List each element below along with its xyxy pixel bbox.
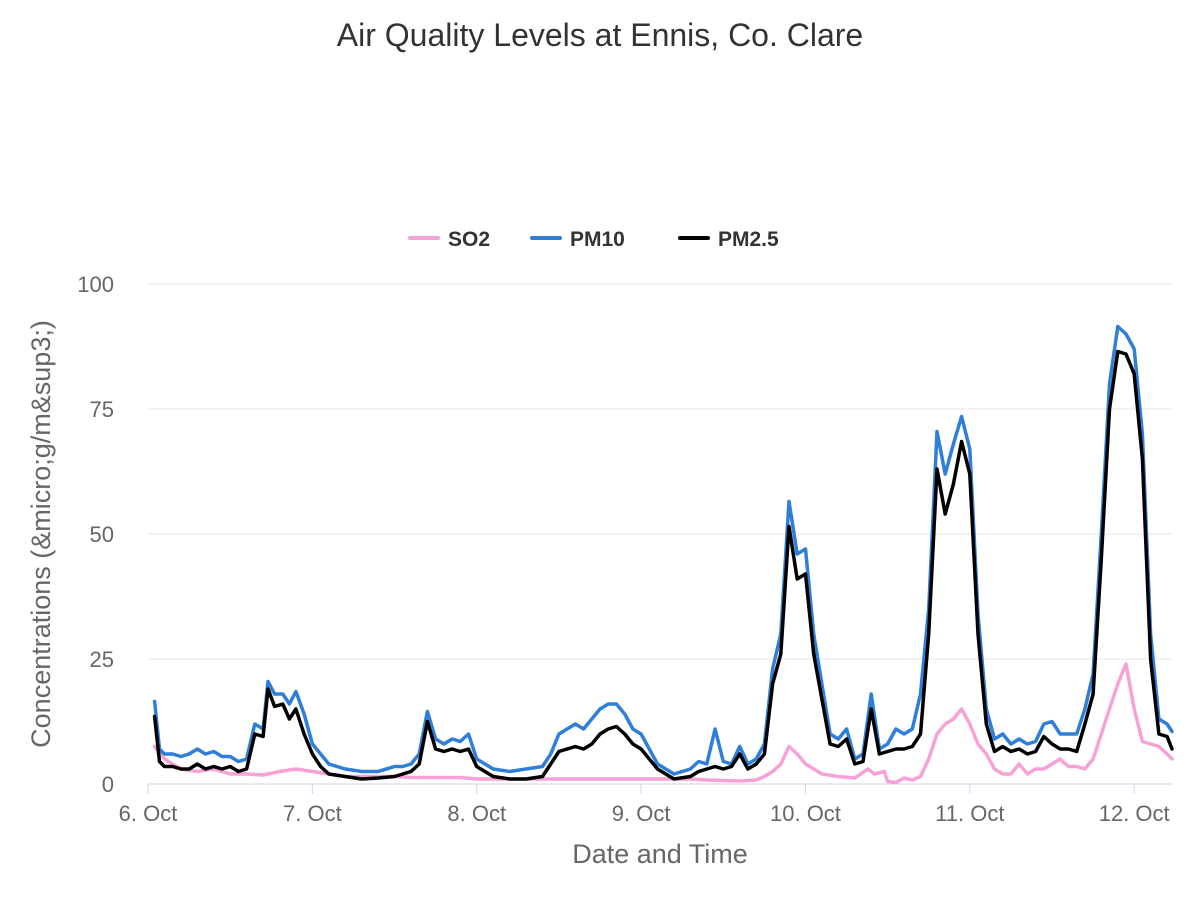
x-tick-label: 10. Oct	[770, 801, 841, 826]
y-tick-label: 50	[90, 522, 114, 547]
x-axis-ticks: 6. Oct 7. Oct 8. Oct 9. Oct 10. Oct 11. Oct 12…	[119, 783, 1172, 826]
series-line-pm10[interactable]	[152, 324, 1174, 776]
legend-item-pm10[interactable]: PM10	[530, 228, 625, 251]
x-tick-label: 8. Oct	[447, 801, 506, 826]
y-gridlines	[148, 283, 1172, 660]
x-axis-title: Date and Time	[572, 839, 748, 869]
legend-label: PM2.5	[718, 228, 779, 251]
y-tick-label: 75	[90, 397, 114, 422]
x-tick-label: 7. Oct	[283, 801, 342, 826]
y-axis-ticks: 0 25 50 75 100	[77, 272, 114, 797]
legend[interactable]: SO2 PM10 PM2.5	[408, 228, 779, 251]
series-line-pm25[interactable]	[152, 349, 1174, 781]
series-layer	[152, 324, 1174, 785]
chart-title: Air Quality Levels at Ennis, Co. Clare	[337, 17, 863, 53]
x-tick-label: 12. Oct	[1099, 801, 1170, 826]
legend-label: PM10	[570, 228, 625, 251]
y-tick-label: 100	[77, 272, 114, 297]
y-tick-label: 25	[90, 647, 114, 672]
y-tick-label: 0	[102, 772, 114, 797]
y-axis-title: Concentrations (&micro;g/m&sup3;)	[26, 320, 56, 748]
x-tick-label: 6. Oct	[119, 801, 178, 826]
legend-label: SO2	[448, 228, 490, 251]
legend-item-pm25[interactable]: PM2.5	[678, 228, 779, 251]
x-tick-label: 11. Oct	[935, 801, 1004, 826]
legend-item-so2[interactable]: SO2	[408, 228, 490, 251]
x-tick-label: 9. Oct	[612, 801, 671, 826]
